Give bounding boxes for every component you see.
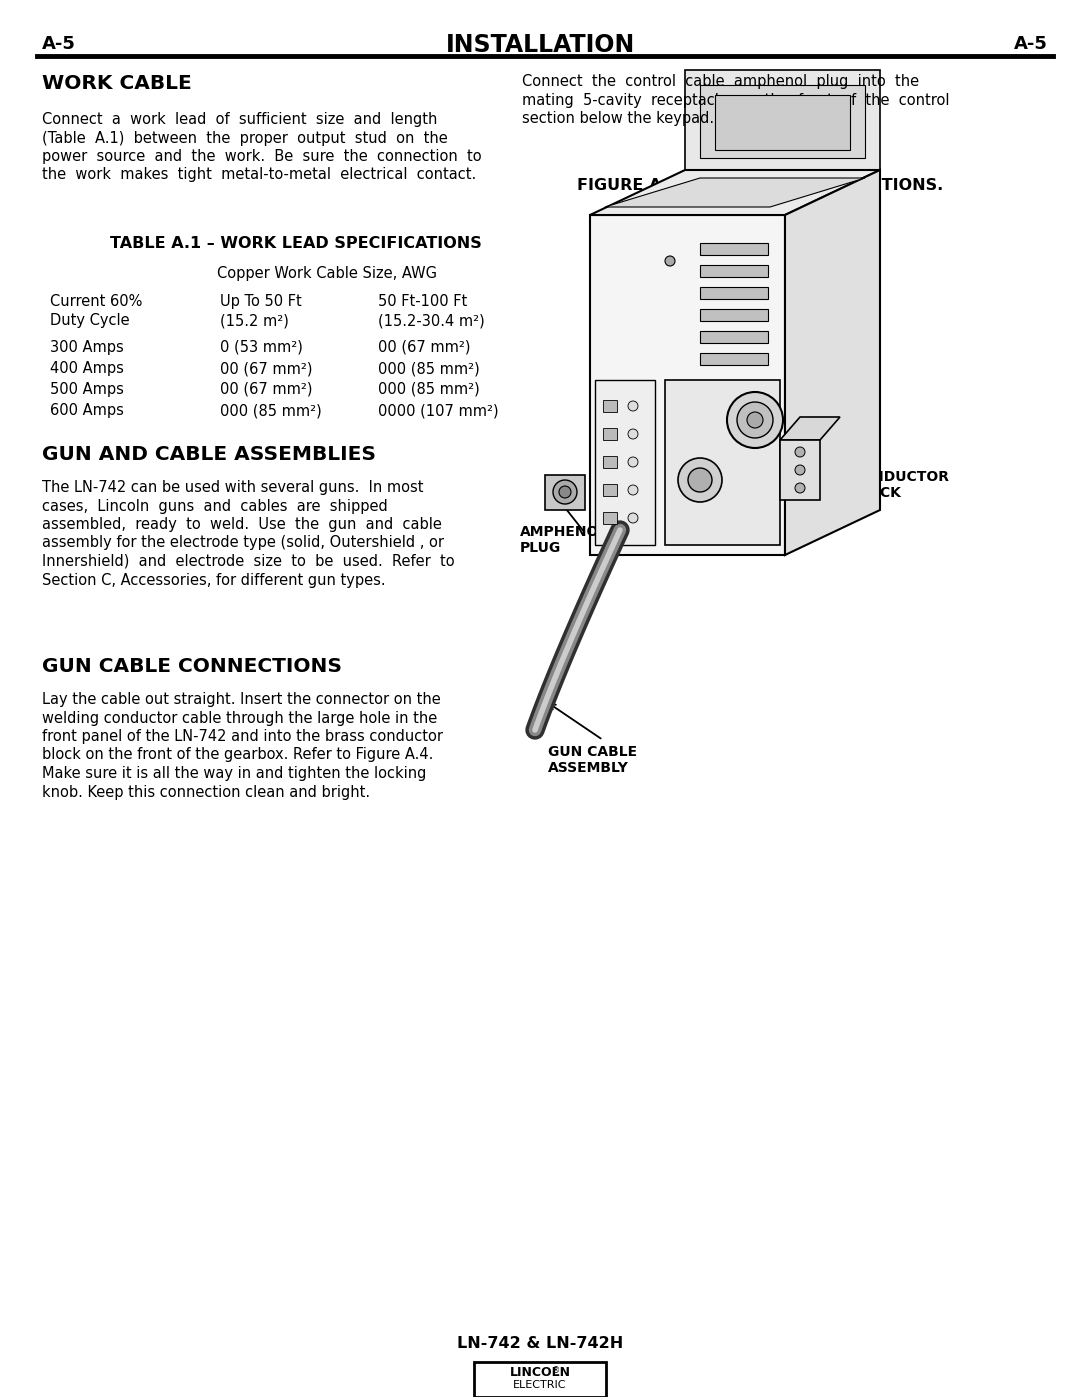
Text: cases,  Lincoln  guns  and  cables  are  shipped: cases, Lincoln guns and cables are shipp… [42,499,388,514]
Text: WORK CABLE: WORK CABLE [42,74,192,94]
Text: Lay the cable out straight. Insert the connector on the: Lay the cable out straight. Insert the c… [42,692,441,707]
Text: FIGURE A.4 – GUN CABLE CONNECTIONS.: FIGURE A.4 – GUN CABLE CONNECTIONS. [577,177,943,193]
Polygon shape [715,95,850,149]
Text: front panel of the LN-742 and into the brass conductor: front panel of the LN-742 and into the b… [42,729,443,745]
Polygon shape [700,309,768,321]
Text: GUN CABLE CONNECTIONS: GUN CABLE CONNECTIONS [42,657,342,676]
Polygon shape [785,170,880,555]
Text: 00 (67 mm²): 00 (67 mm²) [378,339,471,355]
Polygon shape [603,400,617,412]
Text: 500 Amps: 500 Amps [50,381,124,397]
Polygon shape [780,440,820,500]
Text: Make sure it is all the way in and tighten the locking: Make sure it is all the way in and tight… [42,766,427,781]
Text: AMPHENOL
PLUG: AMPHENOL PLUG [519,525,608,555]
Polygon shape [700,85,865,158]
Text: GUN AND CABLE ASSEMBLIES: GUN AND CABLE ASSEMBLIES [42,446,376,464]
Text: assembly for the electrode type (solid, Outershield , or: assembly for the electrode type (solid, … [42,535,444,550]
Polygon shape [665,380,780,545]
Text: 00 (67 mm²): 00 (67 mm²) [220,381,312,397]
Polygon shape [590,170,880,215]
Polygon shape [700,331,768,344]
Text: the  work  makes  tight  metal-to-metal  electrical  contact.: the work makes tight metal-to-metal elec… [42,168,476,183]
Text: section below the keypad.: section below the keypad. [522,110,714,126]
Polygon shape [605,177,865,207]
Circle shape [665,256,675,265]
Text: CONDUCTOR
BLOCK: CONDUCTOR BLOCK [850,469,949,500]
Text: 0000 (107 mm²): 0000 (107 mm²) [378,402,499,418]
Text: Up To 50 Ft: Up To 50 Ft [220,293,301,309]
Text: assembled,  ready  to  weld.  Use  the  gun  and  cable: assembled, ready to weld. Use the gun an… [42,517,442,532]
Circle shape [559,486,571,497]
Circle shape [688,468,712,492]
Polygon shape [700,265,768,277]
Polygon shape [700,286,768,299]
Polygon shape [603,511,617,524]
Polygon shape [700,243,768,256]
Text: LN-742 & LN-742H: LN-742 & LN-742H [457,1336,623,1351]
Text: Duty Cycle: Duty Cycle [50,313,130,328]
Text: 0 (53 mm²): 0 (53 mm²) [220,339,302,355]
Circle shape [627,485,638,495]
Polygon shape [603,455,617,468]
Text: 300 Amps: 300 Amps [50,339,124,355]
Text: 00 (67 mm²): 00 (67 mm²) [220,360,312,376]
Text: A-5: A-5 [1014,35,1048,53]
Text: (15.2-30.4 m²): (15.2-30.4 m²) [378,313,485,328]
Text: 600 Amps: 600 Amps [50,402,124,418]
Text: ®: ® [552,1366,561,1375]
Text: INSTALLATION: INSTALLATION [445,34,635,57]
Text: welding conductor cable through the large hole in the: welding conductor cable through the larg… [42,711,437,725]
Text: knob. Keep this connection clean and bright.: knob. Keep this connection clean and bri… [42,785,370,799]
Bar [474,1362,606,1397]
Text: block on the front of the gearbox. Refer to Figure A.4.: block on the front of the gearbox. Refer… [42,747,433,763]
Polygon shape [603,483,617,496]
Circle shape [795,483,805,493]
Text: Copper Work Cable Size, AWG: Copper Work Cable Size, AWG [217,265,437,281]
Text: The LN-742 can be used with several guns.  In most: The LN-742 can be used with several guns… [42,481,423,495]
Text: (15.2 m²): (15.2 m²) [220,313,288,328]
Text: (Table  A.1)  between  the  proper  output  stud  on  the: (Table A.1) between the proper output st… [42,130,448,145]
Text: 50 Ft-100 Ft: 50 Ft-100 Ft [378,293,468,309]
Circle shape [627,513,638,522]
Text: mating  5-cavity  receptacle  on  the  front  of  the  control: mating 5-cavity receptacle on the front … [522,92,949,108]
Text: 000 (85 mm²): 000 (85 mm²) [378,381,480,397]
Text: GUN CABLE
ASSEMBLY: GUN CABLE ASSEMBLY [548,745,637,775]
Text: TABLE A.1 – WORK LEAD SPECIFICATIONS: TABLE A.1 – WORK LEAD SPECIFICATIONS [110,236,482,251]
Text: Innershield)  and  electrode  size  to  be  used.  Refer  to: Innershield) and electrode size to be us… [42,555,455,569]
Text: 000 (85 mm²): 000 (85 mm²) [378,360,480,376]
Circle shape [795,447,805,457]
Circle shape [627,401,638,411]
Text: LOCKING
KNOB: LOCKING KNOB [805,386,875,415]
Text: power  source  and  the  work.  Be  sure  the  connection  to: power source and the work. Be sure the c… [42,149,482,163]
Polygon shape [545,475,585,510]
Polygon shape [603,427,617,440]
Circle shape [795,465,805,475]
Text: A-5: A-5 [42,35,76,53]
Polygon shape [685,70,880,170]
Circle shape [627,457,638,467]
Polygon shape [700,353,768,365]
Text: Connect  a  work  lead  of  sufficient  size  and  length: Connect a work lead of sufficient size a… [42,112,437,127]
Text: Section C, Accessories, for different gun types.: Section C, Accessories, for different gu… [42,573,386,588]
Circle shape [553,481,577,504]
Polygon shape [590,215,785,555]
Text: 400 Amps: 400 Amps [50,360,124,376]
Text: ELECTRIC: ELECTRIC [513,1380,567,1390]
Polygon shape [595,380,654,545]
Circle shape [737,402,773,439]
Text: Connect  the  control  cable  amphenol  plug  into  the: Connect the control cable amphenol plug … [522,74,919,89]
Circle shape [678,458,723,502]
Circle shape [747,412,762,427]
Text: Current 60%: Current 60% [50,293,143,309]
Circle shape [627,429,638,439]
Polygon shape [780,416,840,440]
Text: LINCOLN: LINCOLN [510,1366,570,1379]
Circle shape [727,393,783,448]
Text: 000 (85 mm²): 000 (85 mm²) [220,402,322,418]
